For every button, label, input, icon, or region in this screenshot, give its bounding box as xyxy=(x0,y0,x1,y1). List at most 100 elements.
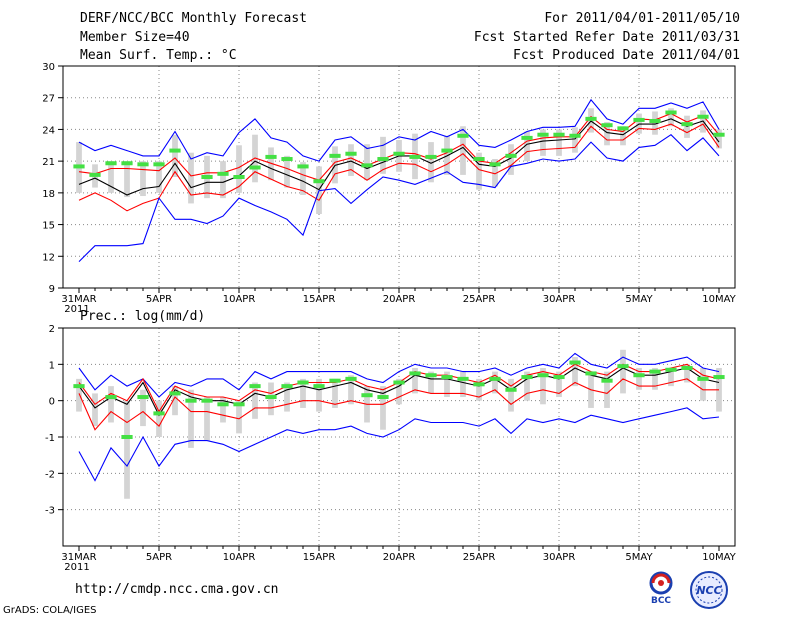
observed-marker xyxy=(505,387,517,392)
plot-frame xyxy=(62,327,736,547)
observed-marker xyxy=(217,402,229,407)
observed-marker xyxy=(121,161,133,166)
ensemble-box xyxy=(524,371,530,401)
observed-marker xyxy=(105,161,117,166)
x-tick-label: 15APR xyxy=(303,552,336,563)
ensemble-box xyxy=(124,161,130,198)
ensemble-box xyxy=(476,378,482,401)
x-tick-label: 31MAR xyxy=(61,552,96,563)
source-url[interactable]: http://cmdp.ncc.cma.gov.cn xyxy=(75,582,279,597)
x-tick-label: 10MAY xyxy=(702,294,736,305)
ensemble-box xyxy=(156,400,162,437)
observed-marker xyxy=(553,132,565,137)
x-tick-label: 31MAR xyxy=(61,294,96,305)
observed-marker xyxy=(649,118,661,123)
observed-marker xyxy=(361,393,373,398)
observed-marker xyxy=(201,175,213,179)
ensemble-box xyxy=(316,378,322,412)
ensemble-box xyxy=(252,382,258,419)
bcc-logo-text: BCC xyxy=(651,596,671,606)
observed-marker xyxy=(361,163,373,168)
ncc-logo-text: NCC xyxy=(696,584,721,597)
ensemble-box xyxy=(492,371,498,394)
observed-marker xyxy=(281,384,293,389)
ensemble-box xyxy=(380,386,386,430)
ensemble-box xyxy=(300,162,306,195)
y-tick-label: 2 xyxy=(49,324,55,335)
ensemble-box xyxy=(668,367,674,387)
observed-marker xyxy=(345,151,357,156)
x-tick-label: 5MAY xyxy=(625,294,653,305)
y-tick-label: 1 xyxy=(49,360,55,371)
observed-marker xyxy=(137,395,149,400)
observed-marker xyxy=(537,373,549,378)
ensemble-box xyxy=(428,371,434,394)
series-line-mean xyxy=(78,118,720,196)
ensemble-box xyxy=(540,129,546,156)
observed-marker xyxy=(521,375,533,380)
ensemble-box xyxy=(540,367,546,405)
observed-marker xyxy=(713,132,725,137)
x-year-label: 2011 xyxy=(64,562,89,573)
x-year-label: 2011 xyxy=(64,304,89,315)
panel2-title: Prec.: log(mm/d) xyxy=(80,309,206,324)
panel1-title: Mean Surf. Temp.: °C xyxy=(80,48,237,63)
observed-marker xyxy=(425,373,437,378)
ensemble-box xyxy=(684,364,690,383)
series-line-spread-low xyxy=(78,378,719,431)
y-tick-label: 12 xyxy=(42,252,55,263)
y-tick-label: 0 xyxy=(49,397,55,408)
ensemble-box xyxy=(652,111,658,135)
member-size-label: Member Size=40 xyxy=(80,30,190,45)
observed-marker xyxy=(393,380,405,385)
ensemble-box xyxy=(284,382,290,412)
ensemble-box xyxy=(620,126,626,146)
ensemble-box xyxy=(508,144,514,175)
observed-marker xyxy=(425,154,437,159)
ensemble-box xyxy=(108,161,114,193)
ensemble-box xyxy=(412,367,418,394)
observed-marker xyxy=(553,375,565,380)
temperature-panel: 9 12 15 18 21 24 27 30 31MAR 5APR 10APR 15APR 20APR 2… xyxy=(42,62,736,315)
observed-marker xyxy=(489,376,501,381)
observed-marker xyxy=(73,164,85,169)
observed-marker xyxy=(409,154,421,159)
ensemble-box xyxy=(92,393,98,427)
observed-marker xyxy=(201,398,213,403)
observed-marker xyxy=(217,171,229,176)
observed-marker xyxy=(633,373,645,378)
y-tick-label: 24 xyxy=(42,125,55,136)
ensemble-box xyxy=(236,400,242,434)
ensemble-box xyxy=(108,386,114,423)
ensemble-box xyxy=(428,142,434,183)
ensemble-box xyxy=(604,371,610,408)
ensemble-box xyxy=(652,367,658,390)
observed-marker xyxy=(569,360,581,365)
ensemble-box xyxy=(444,371,450,398)
series-line-max xyxy=(78,352,720,398)
ensemble-box xyxy=(460,371,466,398)
observed-marker xyxy=(233,175,245,179)
series-line-max xyxy=(78,98,720,162)
observed-marker xyxy=(441,148,453,153)
observed-marker xyxy=(537,132,549,137)
x-tick-label: 20APR xyxy=(383,294,416,305)
x-tick-label: 15APR xyxy=(303,294,336,305)
observed-marker xyxy=(569,133,581,138)
observed-marker xyxy=(665,110,677,115)
observed-marker xyxy=(489,162,501,167)
observed-marker xyxy=(681,365,693,370)
observed-marker xyxy=(377,395,389,400)
ensemble-box xyxy=(140,161,146,197)
ensemble-box xyxy=(188,389,194,448)
x-tick-label: 25APR xyxy=(463,294,496,305)
ensemble-box xyxy=(188,152,194,204)
precipitation-panel: -3 -2 -1 0 1 2 31MAR 5APR 10APR 15APR 20APR 25APR 30… xyxy=(45,324,737,573)
ensemble-box xyxy=(140,389,146,427)
y-tick-label: 9 xyxy=(49,284,55,295)
observed-marker xyxy=(681,122,693,127)
observed-marker xyxy=(249,165,261,170)
observed-marker xyxy=(281,157,293,162)
observed-marker xyxy=(633,117,645,122)
